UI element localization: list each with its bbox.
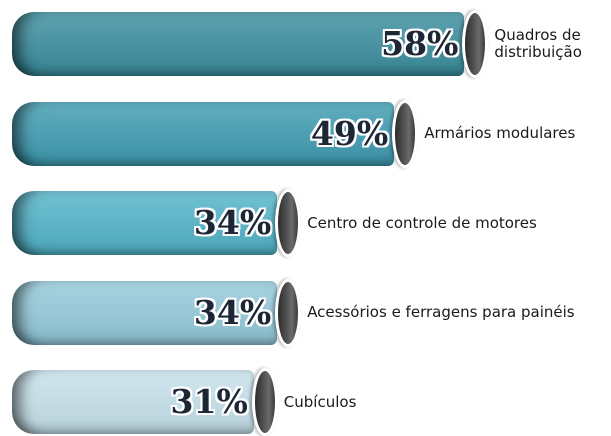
bar-cap — [275, 189, 302, 257]
value-label: 31% — [170, 382, 248, 421]
bar-cap — [251, 368, 278, 436]
bar — [12, 280, 278, 345]
value-label: 34% — [193, 292, 272, 332]
bar-cap — [392, 99, 419, 168]
value-label: 58% — [381, 24, 459, 63]
bar — [12, 12, 465, 76]
category-label: Cubículos — [283, 392, 357, 411]
bar-cap — [462, 10, 489, 78]
value-label: 34% — [193, 203, 272, 242]
value-label: 49% — [310, 113, 389, 153]
bar — [12, 101, 395, 166]
bar — [12, 370, 254, 434]
category-label: Acessórios e ferragens para painéis — [307, 303, 575, 321]
bar — [12, 191, 278, 255]
category-label: Quadros de distribuição — [494, 26, 582, 61]
bar-cap — [275, 278, 302, 347]
category-label: Armários modulares — [424, 124, 576, 142]
category-label: Centro de controle de motores — [307, 213, 537, 232]
